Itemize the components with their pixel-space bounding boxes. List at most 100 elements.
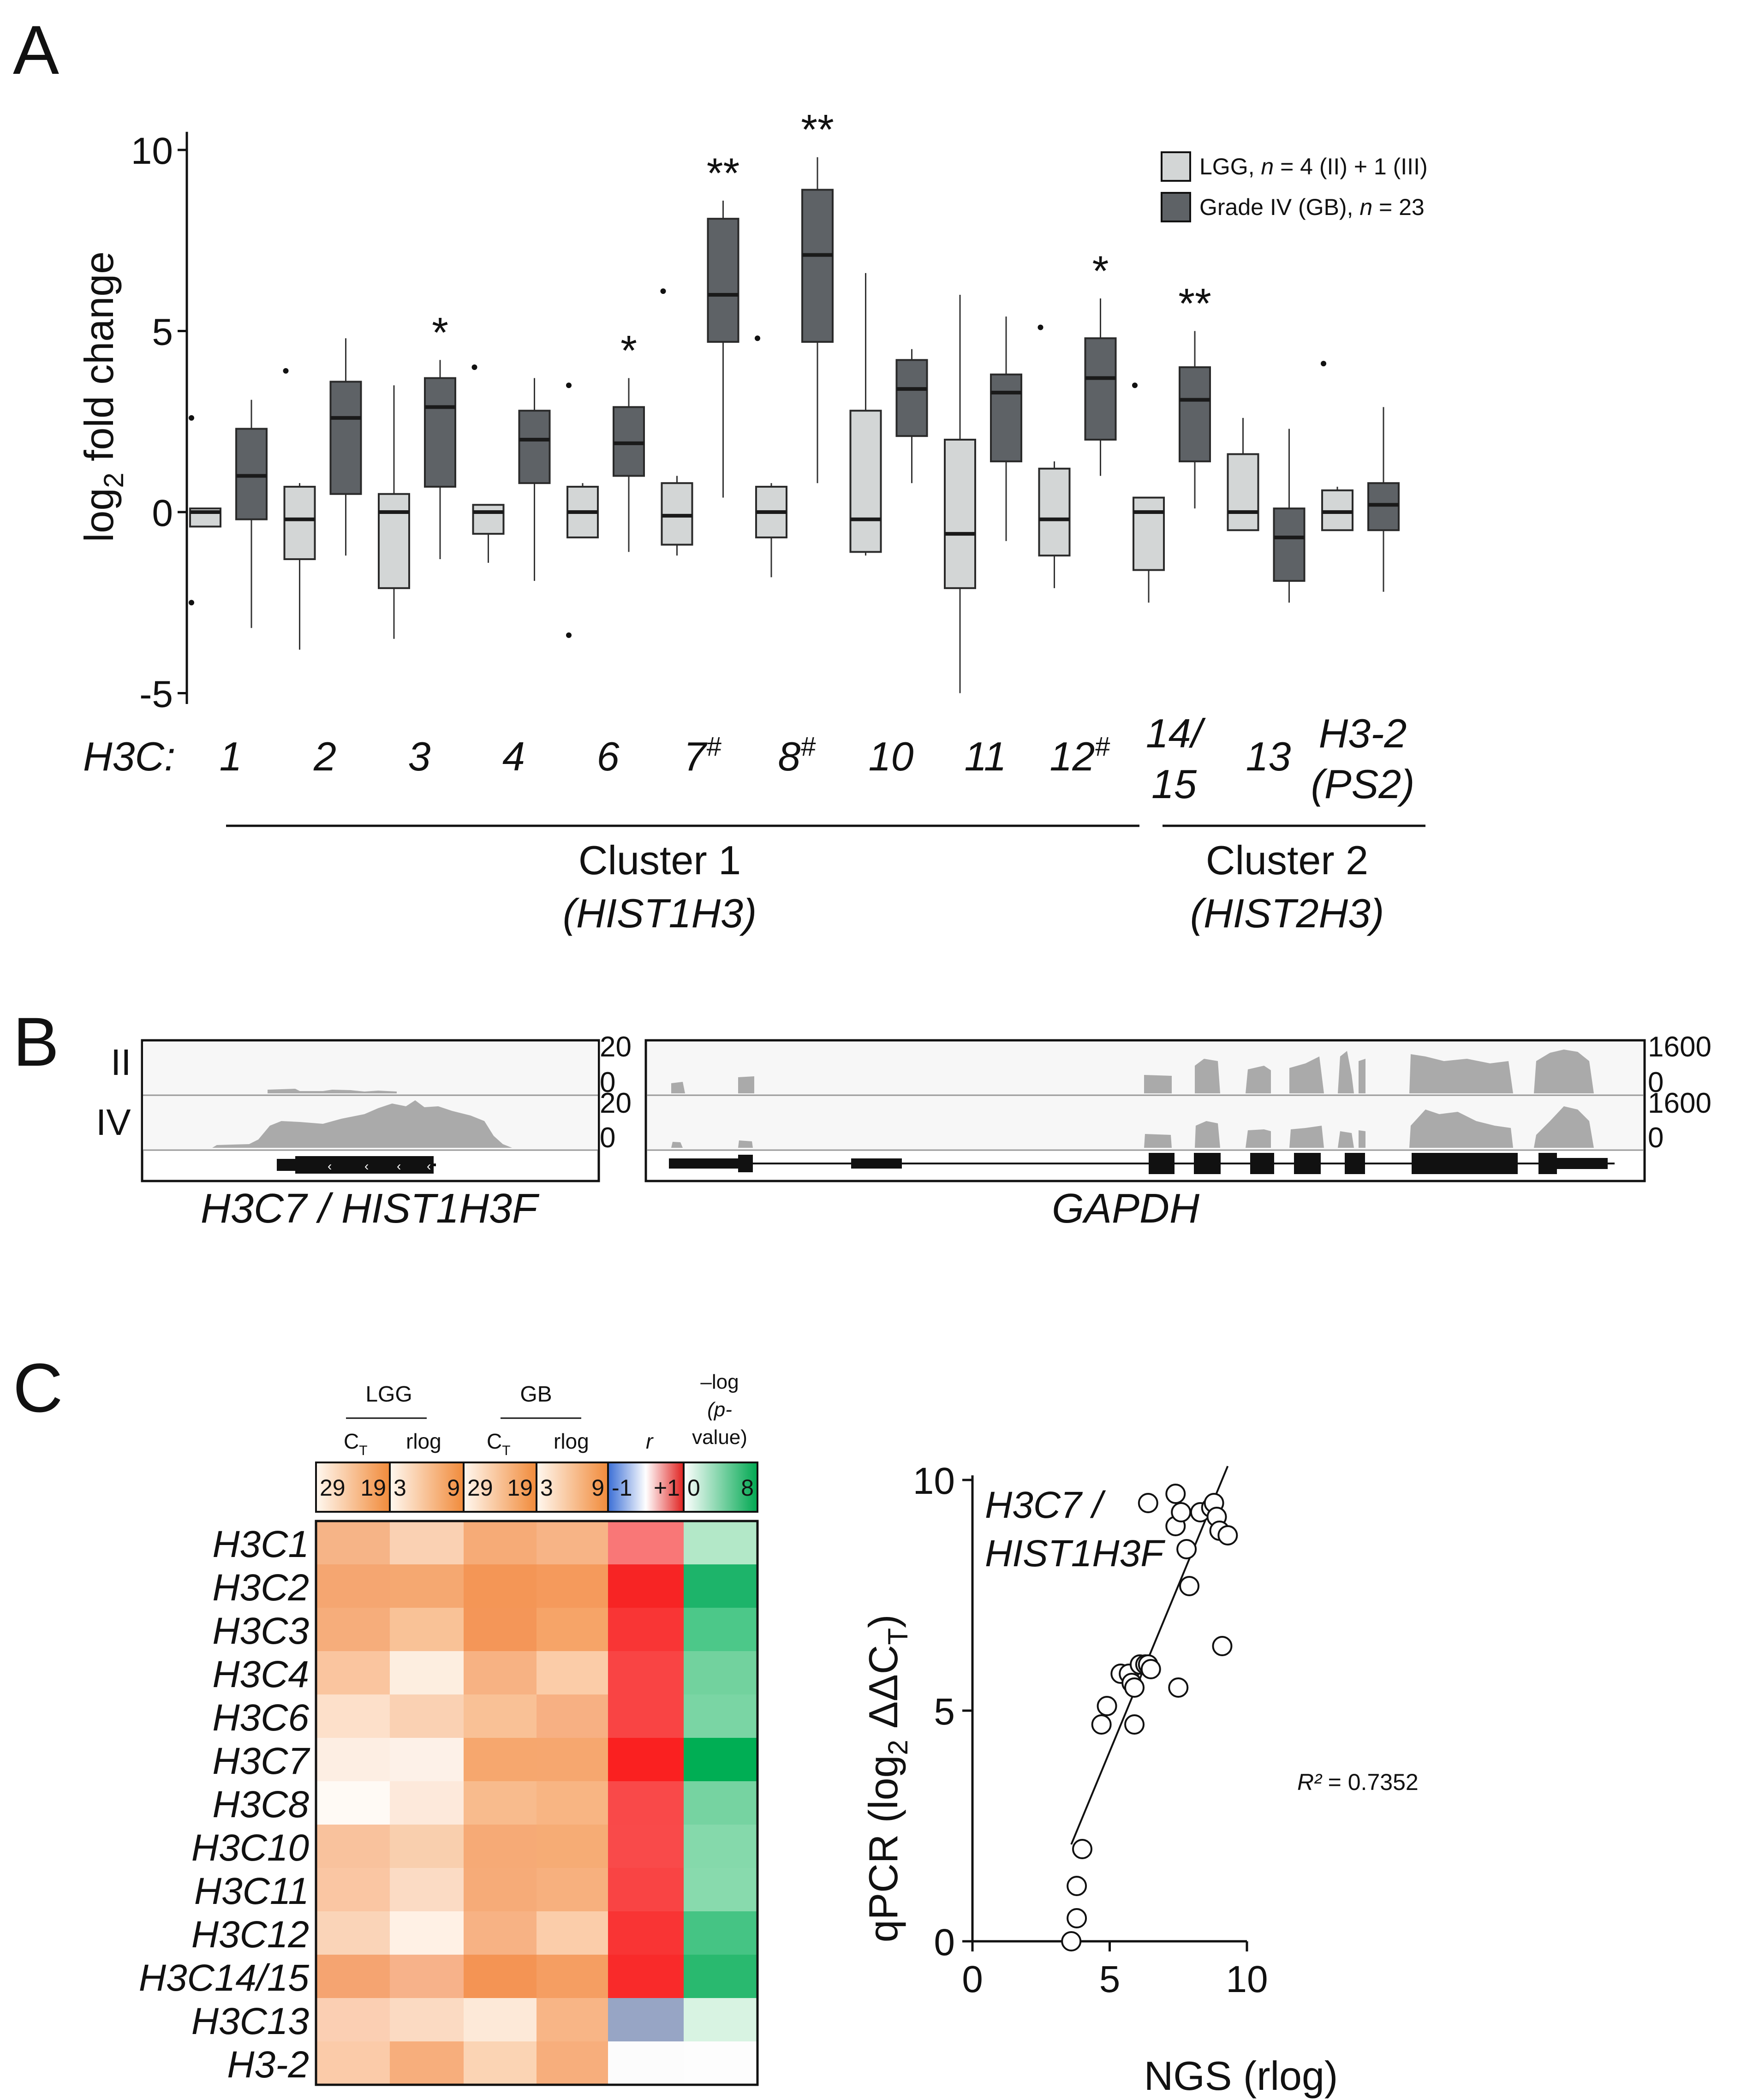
heatmap-row-label: H3C3 <box>212 1610 309 1652</box>
heatmap-cell <box>316 2041 390 2085</box>
panel-b-coverage-tracks: II IV ‹ ‹ ‹ ‹ 20 0 20 0 H3C7 / HIST1H3F <box>96 1031 1711 1232</box>
scale-min: 29 <box>320 1475 346 1501</box>
heatmap-cell <box>464 1694 537 1738</box>
scale-max: 9 <box>447 1475 460 1501</box>
gb-box-2 <box>329 338 362 556</box>
right-scale-bottom-iv: 0 <box>1648 1122 1663 1154</box>
gene-label: 4 <box>502 734 525 779</box>
heatmap-cell <box>684 1564 758 1608</box>
heatmap-row-labels: H3C1H3C2H3C3H3C4H3C6H3C7H3C8H3C10H3C11H3… <box>139 1523 311 2086</box>
heatmap-cell <box>537 1738 608 1782</box>
heatmap-cell <box>684 1781 758 1825</box>
heatmap-row-label: H3C13 <box>191 2000 309 2042</box>
scatter-point <box>1124 1714 1145 1735</box>
gb-box-13 <box>1273 429 1306 603</box>
box-iqr <box>424 377 456 488</box>
heatmap-cell <box>316 1781 390 1825</box>
heatmap-row-label: H3C11 <box>194 1870 309 1912</box>
panel-c-heatmap: LGG GB –log (p- value) CT rlog CT rlog r… <box>139 1371 759 2086</box>
gene-label: 14/ <box>1146 710 1206 756</box>
heatmap-cell <box>537 1608 608 1652</box>
box-iqr <box>849 410 882 553</box>
boxplot-x-labels: 1 2 3 4 6 7# 8# 10 11 12# 14/15 13 H3-2 (PS2) <box>220 710 1415 807</box>
heatmap-cell <box>390 1564 464 1608</box>
heatmap-row-label: H3C1 <box>212 1523 309 1565</box>
heatmap-cell <box>390 1911 464 1955</box>
gb-box-4 <box>518 378 551 581</box>
scale-max: 19 <box>507 1475 533 1501</box>
scatter-y-label: qPCR (log2 ΔΔCT) <box>860 1615 913 1943</box>
scatter-point <box>1067 1876 1087 1896</box>
significance-star: ** <box>707 150 740 197</box>
scatter-points <box>1061 1484 1238 1951</box>
heatmap-row-label: H3-2 <box>227 2044 309 2086</box>
cluster-2-name: Cluster 2 <box>1206 837 1368 883</box>
gb-box-10 <box>895 349 928 483</box>
box-iqr <box>895 359 928 437</box>
gene-label: 7# <box>684 732 721 779</box>
lgg-box-11 <box>944 295 976 693</box>
outlier-point <box>189 415 194 421</box>
scatter-x-tick-label: 0 <box>962 1958 983 2000</box>
scatter-x-label: NGS (rlog) <box>1144 2053 1338 2099</box>
heatmap-cell <box>316 1651 390 1695</box>
heatmap-row-label: H3C6 <box>212 1697 309 1739</box>
heatmap-cell <box>684 1911 758 1955</box>
heatmap-cell <box>390 1998 464 2042</box>
heatmap-row-label: H3C14/15 <box>139 1957 310 1999</box>
lgg-box-H3-2 (PS2) <box>1321 361 1353 531</box>
gb-box-7# <box>707 200 739 498</box>
gene-label: 8# <box>778 732 816 779</box>
significance-star: ** <box>801 107 834 154</box>
cluster-1-name: Cluster 1 <box>578 837 741 883</box>
box-iqr <box>378 493 410 589</box>
heatmap-cell <box>608 1998 684 2042</box>
scatter-point <box>1176 1539 1197 1559</box>
scatter-point <box>1138 1493 1158 1513</box>
color-scale: 29 19 <box>463 1462 537 1513</box>
scatter-y-tick-label: 10 <box>913 1460 955 1502</box>
heatmap-cell <box>316 1521 390 1565</box>
right-gene-name: GAPDH <box>1052 1186 1200 1232</box>
heatmap-col-r: r <box>646 1429 654 1453</box>
heatmap-cell <box>464 1868 537 1912</box>
heatmap-row-label: H3C2 <box>212 1567 309 1609</box>
scatter-x-tick-label: 5 <box>1099 1958 1121 2000</box>
heatmap-row-label: H3C10 <box>191 1827 309 1869</box>
scale-max: 19 <box>360 1475 386 1501</box>
heatmap-cell <box>608 1781 684 1825</box>
scale-min: 29 <box>467 1475 493 1501</box>
heatmap-cell <box>316 1694 390 1738</box>
y-tick-label: 0 <box>152 492 173 534</box>
lgg-box-1 <box>189 415 221 606</box>
heatmap-cell <box>390 1651 464 1695</box>
gene-label: 12# <box>1049 732 1110 779</box>
track-label-ii: II <box>111 1042 131 1083</box>
heatmap-cell <box>390 1781 464 1825</box>
scale-bar <box>463 1462 537 1513</box>
heatmap-header-lgg: LGG <box>365 1382 412 1407</box>
outlier-point <box>1321 361 1326 367</box>
heatmap-cell <box>390 1521 464 1565</box>
box-iqr <box>1084 337 1117 441</box>
box-iqr <box>1273 507 1306 582</box>
right-scale-bottom-ii: 0 <box>1648 1067 1663 1098</box>
heatmap-row-label: H3C7 <box>212 1740 310 1782</box>
heatmap-cell <box>464 1521 537 1565</box>
scatter-point <box>1124 1677 1145 1698</box>
heatmap-col-rlog-lgg: rlog <box>406 1429 441 1453</box>
scatter-r2: R² = 0.7352 <box>1297 1769 1419 1795</box>
outlier-point <box>471 364 477 370</box>
box-iqr <box>472 504 505 535</box>
gene-label: 2 <box>313 734 336 779</box>
heatmap-cell <box>316 1955 390 1999</box>
svg-text:‹: ‹ <box>364 1159 369 1173</box>
scatter-point <box>1212 1636 1233 1656</box>
svg-text:‹: ‹ <box>427 1159 431 1173</box>
scale-max: +1 <box>654 1475 680 1501</box>
scale-max: 8 <box>741 1475 754 1501</box>
outlier-point <box>660 288 666 294</box>
